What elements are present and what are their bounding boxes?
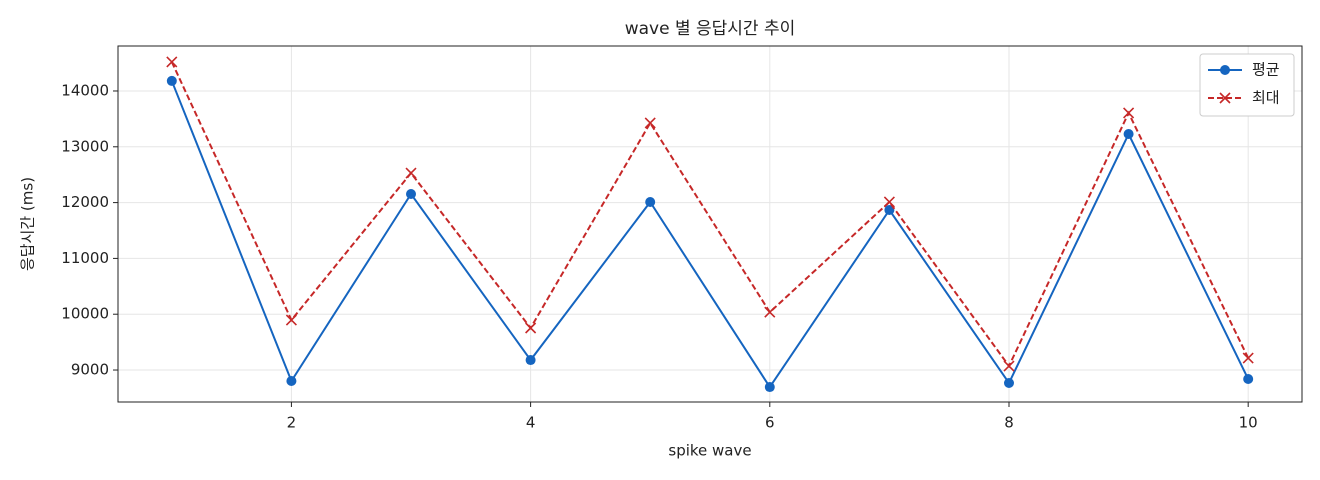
point [1003,360,1015,372]
y-axis-label: 응답시간 (ms) [19,177,37,271]
point [166,56,178,68]
series-line [170,80,1250,389]
x-tick-label: 2 [287,414,297,432]
x-tick-label: 10 [1239,414,1258,432]
y-tick-label: 11000 [61,249,109,267]
y-tick-label: 9000 [71,361,109,379]
y-tick-label: 12000 [61,193,109,211]
point [1003,378,1014,389]
point [525,355,536,366]
legend-label: 평균 [1252,61,1280,79]
point [286,376,297,387]
point [764,382,775,393]
point [1242,352,1254,364]
point [883,196,895,208]
point [644,117,656,129]
plot-frame [117,45,1303,403]
point [764,306,776,318]
point [1123,107,1135,119]
point [166,75,177,86]
legend-marker [1219,92,1231,104]
point [406,189,417,200]
y-tick-label: 13000 [61,137,109,155]
chart-title: wave 별 응답시간 추이 [625,19,796,39]
y-tick-label: 14000 [61,81,109,99]
legend-marker [1220,65,1230,75]
y-tick-label: 10000 [61,305,109,323]
point [884,205,895,216]
point [1243,374,1254,385]
point [525,322,537,334]
x-tick-label: 8 [1004,414,1014,432]
series-line [170,61,1250,368]
legend-box [1199,53,1295,117]
point [285,314,297,326]
point [1123,129,1134,140]
x-tick-label: 4 [526,414,536,432]
legend-label: 최대 [1252,89,1280,107]
x-tick-label: 6 [765,414,775,432]
point [645,196,656,207]
x-axis-label: spike wave [668,442,751,460]
point [405,167,417,179]
